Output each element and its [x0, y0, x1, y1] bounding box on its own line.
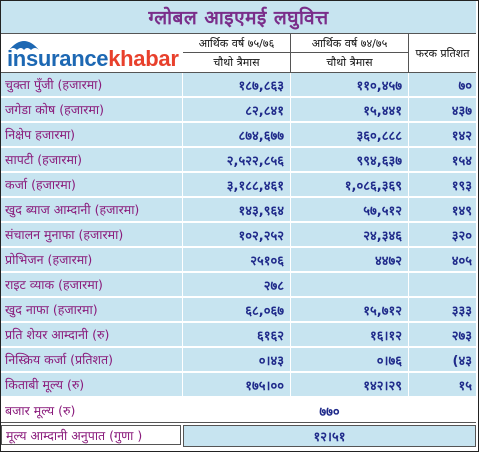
value-change-percent: १९३ — [451, 178, 472, 194]
value-fy-75-76: २५१०६ — [183, 248, 291, 271]
table-row: चुक्ता पुँजी (हजारमा) १८७,८६३ ११०,४५७ ७० — [1, 73, 476, 97]
value-fy-75-76: ६१६२ — [183, 323, 291, 346]
value-fy-74-75: १,०८६,३६९ — [291, 173, 409, 196]
value-fy-74-75: १६।१२ — [291, 323, 409, 346]
row-label: प्रोभिजन (हजारमा) — [1, 248, 183, 271]
row-label: राइट व्याक (हजारमा) — [1, 273, 183, 296]
row-label: खुद नाफा (हजारमा) — [1, 298, 183, 321]
value-fy-74-75: १५,४४१ — [291, 98, 409, 121]
row-label: कर्जा (हजारमा) — [1, 173, 183, 196]
header-col1-line1: आर्थिक वर्ष ७५/७६ — [183, 34, 291, 53]
row-label: संचालन मुनाफा (हजारमा) — [1, 223, 183, 246]
value-fy-74-75: ०।७६ — [291, 348, 409, 371]
value-fy-75-76: २७८ — [183, 273, 291, 296]
value-change-percent: १५ — [458, 378, 472, 394]
table-row: किताबी मूल्य (रु) १७५।०० १४२।२९ १५ — [1, 373, 476, 397]
row-label: किताबी मूल्य (रु) — [1, 373, 183, 396]
header-col3: फरक प्रतिशत — [409, 34, 476, 73]
table-row: निक्षेप हजारमा) ८७४,६७७ ३६०,८८८ १४२ — [1, 123, 476, 147]
value-change-percent: ७० — [458, 78, 472, 94]
row-label: निस्क्रिय कर्जा (प्रतिशत) — [1, 348, 183, 371]
value-fy-75-76: ८७४,६७७ — [183, 123, 291, 146]
header-col2-line2: चौथो त्रैमास — [291, 53, 409, 73]
value-change-percent: १४९ — [451, 203, 472, 219]
table-row: संचालन मुनाफा (हजारमा) १०२,२५२ २४,३४६ ३२० — [1, 223, 476, 247]
value-fy-74-75: ५७,५१२ — [291, 198, 409, 221]
value-fy-74-75: १४२।२९ — [291, 373, 409, 396]
page-title: ग्लोबल आइएमई लघुवित्त — [1, 1, 476, 34]
table-row: निस्क्रिय कर्जा (प्रतिशत) ०।४३ ०।७६ (४३ — [1, 348, 476, 372]
value-fy-74-75: ११०,४५७ — [291, 73, 409, 96]
row-label: सापटी (हजारमा) — [1, 148, 183, 171]
footer-row-pe-ratio: मूल्य आम्दानी अनुपात (गुणा ) १२।५१ — [1, 424, 476, 449]
value-fy-74-75: २४,३४६ — [291, 223, 409, 246]
footer-row-market-price: बजार मूल्य (रु) ७७० — [1, 399, 476, 423]
value-fy-75-76: १७५।०० — [183, 373, 291, 396]
row-label: प्रति शेयर आम्दानी (रु) — [1, 323, 183, 346]
row-label: निक्षेप हजारमा) — [1, 123, 183, 146]
value-fy-75-76: १८७,८६३ — [183, 73, 291, 96]
value-fy-75-76: २,५२२,८५६ — [183, 148, 291, 171]
table-row: खुद नाफा (हजारमा) ६८,०६७ १५,७१२ ३३३ — [1, 298, 476, 322]
table-row: जगेडा कोष (हजारमा) ८२,८४१ १५,४४१ ४३७ — [1, 98, 476, 122]
table-row: प्रति शेयर आम्दानी (रु) ६१६२ १६।१२ २७३ — [1, 323, 476, 347]
table-row: राइट व्याक (हजारमा) २७८ — [1, 273, 476, 297]
footer-label: मूल्य आम्दानी अनुपात (गुणा ) — [1, 425, 181, 445]
value-fy-75-76: ०।४३ — [183, 348, 291, 371]
row-label: जगेडा कोष (हजारमा) — [1, 98, 183, 121]
value-change-percent: १५४ — [451, 153, 472, 169]
value-change-percent: १४२ — [451, 128, 472, 144]
row-label: चुक्ता पुँजी (हजारमा) — [1, 73, 183, 96]
value-fy-74-75 — [291, 273, 409, 296]
footer-label: बजार मूल्य (रु) — [5, 403, 76, 418]
value-change-percent: ४०५ — [451, 253, 472, 269]
table-row: सापटी (हजारमा) २,५२२,८५६ ९९४,६३७ १५४ — [1, 148, 476, 172]
value-fy-75-76: ३,१८८,४६१ — [183, 173, 291, 196]
value-change-percent: ३२० — [451, 228, 472, 244]
value-change-percent: ४३७ — [451, 103, 472, 119]
value-fy-75-76: ६८,०६७ — [183, 298, 291, 321]
value-fy-75-76: १४३,९६४ — [183, 198, 291, 221]
header-col2-line1: आर्थिक वर्ष ७४/७५ — [291, 34, 409, 53]
value-change-percent: २७३ — [451, 328, 472, 344]
table-row: कर्जा (हजारमा) ३,१८८,४६१ १,०८६,३६९ १९३ — [1, 173, 476, 197]
value-fy-74-75: १५,७१२ — [291, 298, 409, 321]
value-change-percent: ३३३ — [451, 303, 472, 319]
logo: insurancekhabar — [1, 34, 184, 73]
value-change-percent: (४३ — [452, 353, 472, 369]
row-label: खुद ब्याज आम्दानी (हजारमा) — [1, 198, 183, 221]
table-row: प्रोभिजन (हजारमा) २५१०६ ४४७२ ४०५ — [1, 248, 476, 272]
value-fy-74-75: ४४७२ — [291, 248, 409, 271]
value-fy-74-75: ३६०,८८८ — [291, 123, 409, 146]
footer-value: ७७० — [319, 404, 340, 420]
umbrella-icon — [9, 41, 39, 50]
footer-value: १२।५१ — [183, 425, 476, 447]
value-fy-75-76: ८२,८४१ — [183, 98, 291, 121]
value-fy-75-76: १०२,२५२ — [183, 223, 291, 246]
value-fy-74-75: ९९४,६३७ — [291, 148, 409, 171]
value-change-percent — [409, 273, 476, 296]
table-row: खुद ब्याज आम्दानी (हजारमा) १४३,९६४ ५७,५१२ १… — [1, 198, 476, 222]
header-col1-line2: चौथो त्रैमास — [183, 53, 291, 73]
logo-wordmark: insurancekhabar — [7, 46, 179, 71]
